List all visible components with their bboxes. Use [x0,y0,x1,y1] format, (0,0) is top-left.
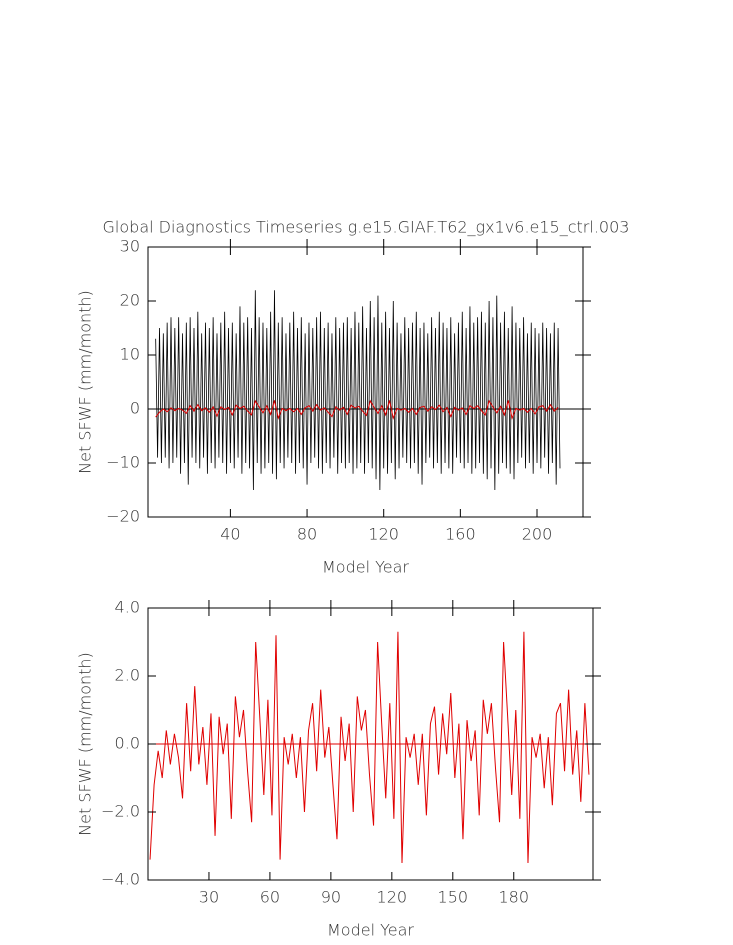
x-axis-label: Model Year [322,558,409,577]
y-tick-label: −10 [106,453,140,472]
y-tick-label: 2.0 [115,666,140,685]
plot-frame [147,246,584,518]
data-line [155,399,559,420]
x-tick-label: 90 [321,888,341,907]
x-axis-label: Model Year [327,921,414,940]
y-tick-label: 0 [130,399,140,418]
x-tick-label: 120 [368,525,399,544]
x-tick-label: 40 [220,525,240,544]
x-tick-label: 80 [297,525,317,544]
x-tick-label: 180 [498,888,529,907]
y-tick-label: 0.0 [115,734,140,753]
y-tick-label: 10 [120,345,140,364]
data-line [149,631,590,864]
y-tick-label: 30 [120,237,140,256]
chart-title: Global Diagnostics Timeseries g.e15.GIAF… [103,218,630,237]
y-tick-label: 20 [120,291,140,310]
x-tick-label: 120 [377,888,408,907]
x-tick-label: 60 [260,888,280,907]
y-tick-label: 4.0 [115,598,140,617]
x-tick-label: 160 [445,525,476,544]
y-tick-label: −2.0 [101,802,140,821]
data-line [155,290,561,491]
x-tick-label: 150 [438,888,469,907]
y-tick-label: −4.0 [101,870,140,889]
y-axis-label: Net SFWF (mm/month) [76,290,95,474]
y-tick-label: −20 [106,507,140,526]
y-axis-label: Net SFWF (mm/month) [76,652,95,836]
x-tick-label: 30 [199,888,219,907]
x-tick-label: 200 [522,525,553,544]
